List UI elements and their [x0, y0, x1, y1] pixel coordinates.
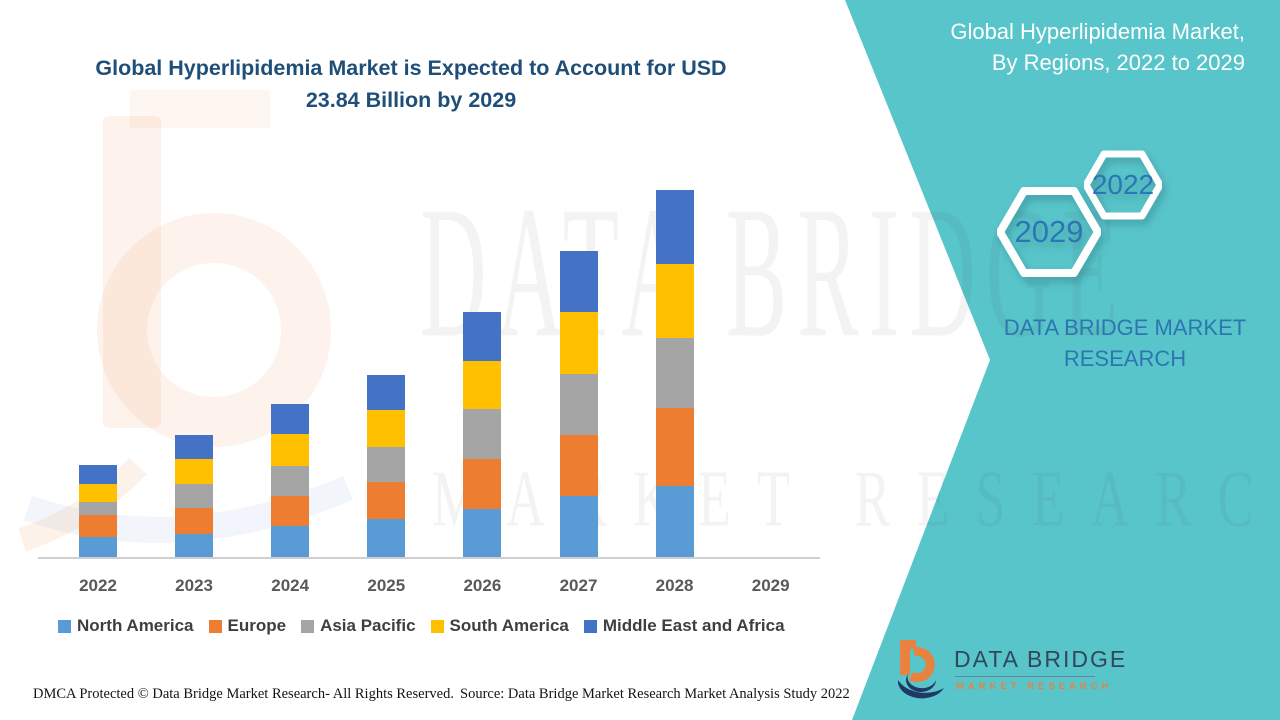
legend-item-middle-east-and-africa: Middle East and Africa: [583, 616, 785, 636]
bar-segment-middle-east-and-africa: [367, 375, 406, 410]
stacked-bar-2024: [271, 404, 310, 557]
x-axis-label-2022: 2022: [79, 576, 117, 595]
bar-segment-north-america: [79, 537, 117, 557]
panel-title: Global Hyperlipidemia Market, By Regions…: [815, 16, 1245, 78]
bar-segment-north-america: [463, 509, 502, 557]
bar-segment-middle-east-and-africa: [271, 404, 310, 434]
chart-title: Global Hyperlipidemia Market is Expected…: [58, 52, 764, 116]
bar-segment-south-america: [559, 312, 598, 374]
x-axis-label-2028: 2028: [655, 576, 694, 595]
bar-segment-asia-pacific: [271, 466, 310, 496]
legend-label: South America: [449, 616, 569, 635]
bar-segment-south-america: [79, 484, 117, 502]
legend-item-asia-pacific: Asia Pacific: [301, 616, 416, 636]
bar-segment-asia-pacific: [175, 484, 214, 508]
data-bridge-b-icon: [897, 640, 944, 699]
bar-segment-south-america: [655, 264, 694, 338]
bar-segment-north-america: [559, 496, 598, 557]
bar-segment-middle-east-and-africa: [559, 251, 598, 312]
x-axis-label-2025: 2025: [367, 576, 406, 595]
legend-swatch-icon: [208, 619, 222, 633]
source-text: Source: Data Bridge Market Research Mark…: [460, 686, 850, 702]
bar-segment-asia-pacific: [463, 409, 502, 459]
logo-name-text: DATA BRIDGE: [954, 646, 1128, 672]
panel-title-line2: By Regions, 2022 to 2029: [991, 50, 1245, 75]
hexagon-year-label: 2029: [1014, 214, 1084, 249]
legend-swatch-icon: [301, 619, 315, 633]
bar-segment-europe: [79, 515, 117, 537]
bar-segment-south-america: [463, 361, 502, 409]
legend-label: North America: [77, 616, 194, 635]
stacked-bar-2027: [559, 251, 598, 557]
brand-wordmark: DATA BRIDGE MARKET RESEARCH: [1000, 312, 1250, 374]
x-axis-label-2024: 2024: [271, 576, 310, 595]
x-axis-label-2023: 2023: [175, 576, 213, 595]
legend-label: Europe: [227, 616, 287, 635]
hexagon-outline-icon: [1082, 150, 1164, 220]
chart-title-line2: 23.84 Billion by 2029: [305, 88, 517, 112]
bar-segment-asia-pacific: [79, 502, 117, 515]
chart-title-line1: Global Hyperlipidemia Market is Expected…: [95, 56, 727, 80]
bar-segment-europe: [367, 482, 406, 519]
logo-divider: [955, 676, 1095, 677]
bar-segment-middle-east-and-africa: [463, 312, 502, 361]
legend-swatch-icon: [583, 619, 597, 633]
bar-segment-middle-east-and-africa: [175, 435, 214, 459]
panel-title-line1: Global Hyperlipidemia Market,: [950, 19, 1245, 44]
bar-segment-asia-pacific: [655, 338, 694, 408]
stacked-bar-2026: [463, 312, 502, 557]
bar-segment-north-america: [271, 526, 310, 557]
chart-legend: North America Europe Asia Pacific South Ame…: [58, 616, 785, 636]
legend-label: Middle East and Africa: [602, 616, 785, 635]
stacked-bar-2025: [367, 375, 406, 557]
bar-segment-south-america: [367, 410, 406, 447]
hexagon-badge-2029: 2029: [996, 186, 1102, 278]
bar-segment-middle-east-and-africa: [655, 190, 694, 264]
bar-segment-europe: [655, 408, 694, 486]
bar-segment-middle-east-and-africa: [79, 465, 117, 484]
legend-item-north-america: North America: [58, 616, 194, 636]
x-axis-label-2026: 2026: [463, 576, 502, 595]
hexagon-outline-icon: [996, 187, 1102, 277]
brand-line1: DATA BRIDGE MARKET: [1003, 315, 1247, 340]
stacked-bar-2023: [175, 435, 214, 557]
legend-label: Asia Pacific: [320, 616, 416, 635]
bar-segment-asia-pacific: [367, 447, 406, 482]
x-axis-line: [38, 557, 820, 559]
brand-line2: RESEARCH: [1063, 346, 1187, 371]
bar-segment-south-america: [175, 459, 214, 484]
bar-segment-europe: [463, 459, 502, 509]
x-axis-label-2027: 2027: [559, 576, 598, 595]
legend-swatch-icon: [58, 619, 71, 633]
x-axis-label-2029: 2029: [751, 576, 790, 595]
data-bridge-logo: DATA BRIDGE MARKET RESEARCH: [894, 636, 1128, 706]
legend-item-europe: Europe: [208, 616, 287, 636]
stacked-bar-2028: [655, 190, 694, 557]
bar-segment-north-america: [367, 519, 406, 557]
bar-segment-asia-pacific: [559, 374, 598, 435]
bar-segment-europe: [271, 496, 310, 526]
hexagon-year-label: 2022: [1091, 169, 1155, 200]
bar-segment-europe: [175, 508, 214, 534]
bar-segment-south-america: [271, 434, 310, 466]
bar-segment-europe: [559, 435, 598, 496]
copyright-text: DMCA Protected © Data Bridge Market Rese…: [33, 686, 454, 702]
bar-segment-north-america: [655, 486, 694, 557]
legend-item-south-america: South America: [430, 616, 569, 636]
stacked-bar-2022: [79, 465, 117, 557]
bar-segment-north-america: [175, 534, 214, 557]
hexagon-badge-2022: 2022: [1082, 150, 1164, 220]
logo-subtitle-text: MARKET RESEARCH: [956, 681, 1113, 692]
legend-swatch-icon: [430, 619, 444, 633]
